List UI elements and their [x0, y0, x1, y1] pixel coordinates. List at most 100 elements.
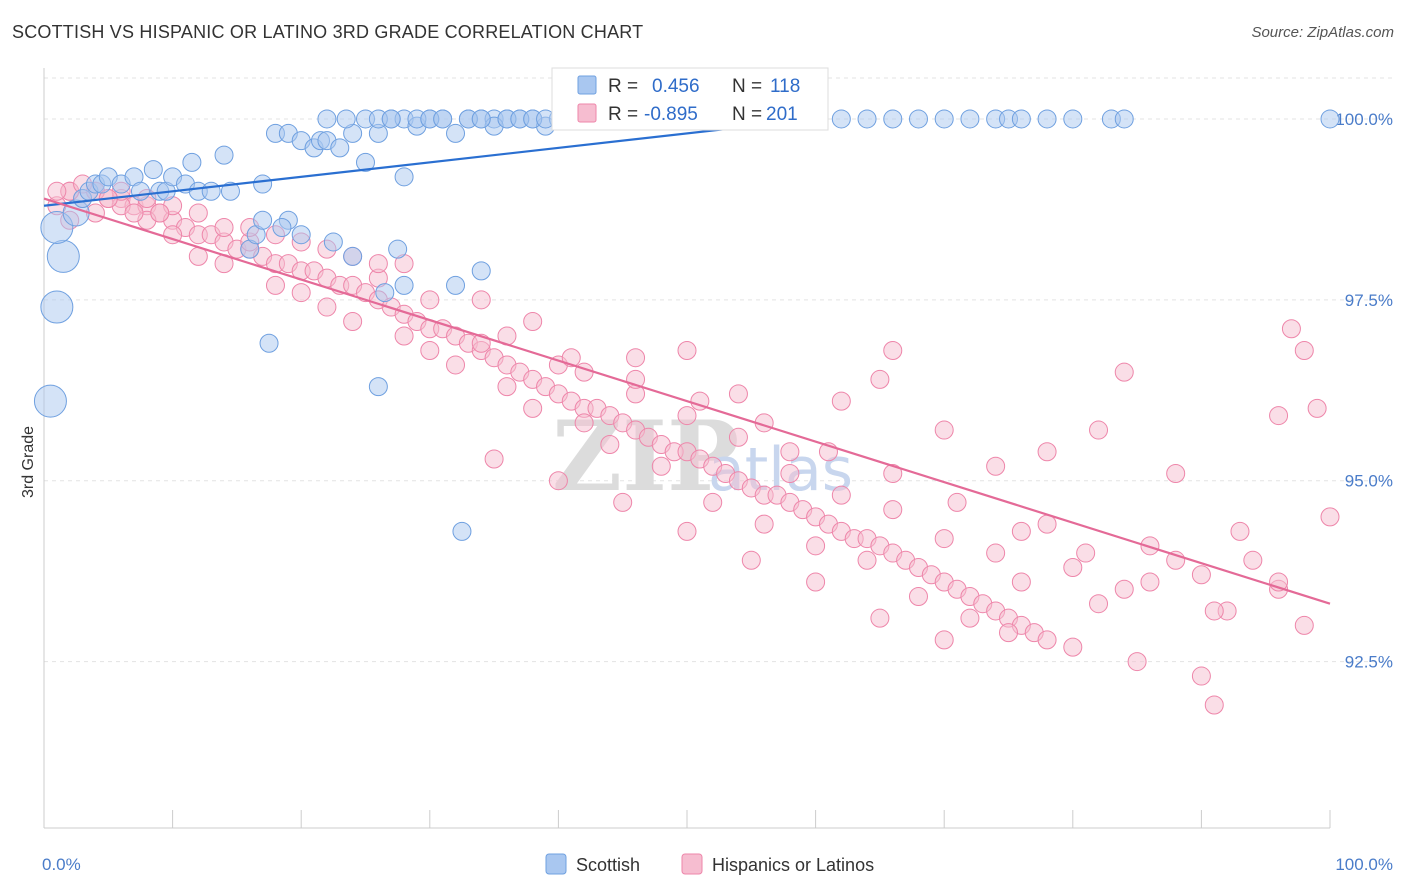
data-point — [368, 377, 388, 397]
data-point — [831, 391, 851, 411]
legend-r-value-scottish: 0.456 — [652, 76, 700, 97]
data-point — [986, 543, 1006, 563]
data-point — [908, 109, 928, 129]
data-point — [831, 109, 851, 129]
data-point — [291, 225, 311, 245]
legend-n-value-hispanic: 201 — [766, 104, 798, 125]
data-point — [394, 275, 414, 295]
data-point — [883, 109, 903, 129]
data-point — [1063, 637, 1083, 657]
data-point — [1191, 666, 1211, 686]
data-point — [1307, 398, 1327, 418]
data-point — [870, 608, 890, 628]
data-point — [677, 340, 697, 360]
data-point — [188, 203, 208, 223]
y-tick-label: 100.0% — [1335, 110, 1393, 129]
data-point — [703, 492, 723, 512]
data-point — [336, 109, 356, 129]
data-point — [471, 261, 491, 281]
data-point — [323, 232, 343, 252]
data-point — [1294, 340, 1314, 360]
data-point — [651, 456, 671, 476]
data-point — [613, 492, 633, 512]
bottom-legend-swatch-hispanic — [681, 853, 703, 875]
data-point — [1089, 594, 1109, 614]
data-point — [420, 290, 440, 310]
data-point — [1230, 521, 1250, 541]
data-point — [1269, 406, 1289, 426]
data-point — [1037, 109, 1057, 129]
data-point — [934, 630, 954, 650]
data-point — [1281, 319, 1301, 339]
data-point — [446, 275, 466, 295]
data-point — [934, 109, 954, 129]
data-point — [330, 138, 350, 158]
data-point — [934, 529, 954, 549]
data-point — [388, 239, 408, 259]
data-point — [33, 384, 67, 418]
data-point — [214, 217, 234, 237]
data-point — [523, 312, 543, 332]
data-point — [728, 427, 748, 447]
y-tick-label: 97.5% — [1345, 291, 1393, 310]
data-point — [600, 435, 620, 455]
data-point — [220, 181, 240, 201]
data-point — [343, 312, 363, 332]
data-point — [484, 449, 504, 469]
data-point — [394, 167, 414, 187]
data-point — [574, 413, 594, 433]
data-point — [375, 283, 395, 303]
data-point — [908, 586, 928, 606]
data-point — [40, 290, 74, 324]
data-point — [446, 355, 466, 375]
data-point — [947, 492, 967, 512]
data-point — [381, 109, 401, 129]
legend-r-label-hispanic: R = — [608, 104, 638, 125]
data-point — [1076, 543, 1096, 563]
data-point — [433, 109, 453, 129]
data-point — [272, 217, 292, 237]
data-point — [291, 283, 311, 303]
data-point — [214, 145, 234, 165]
data-point — [420, 340, 440, 360]
legend-swatch-scottish — [577, 75, 597, 95]
data-point — [265, 275, 285, 295]
data-point — [1011, 521, 1031, 541]
data-point — [1063, 109, 1083, 129]
data-point — [446, 123, 466, 143]
legend-n-label-scottish: N = — [732, 76, 762, 97]
bottom-legend-swatch-scottish — [545, 853, 567, 875]
data-point — [163, 225, 183, 245]
data-point — [317, 297, 337, 317]
data-point — [253, 210, 273, 230]
data-point — [1204, 695, 1224, 715]
data-point — [523, 398, 543, 418]
data-point — [1063, 558, 1083, 578]
data-point — [1089, 420, 1109, 440]
y-tick-label: 95.0% — [1345, 472, 1393, 491]
data-point — [806, 572, 826, 592]
data-point — [182, 152, 202, 172]
x-tick-label: 100.0% — [1335, 855, 1393, 874]
data-point — [1140, 536, 1160, 556]
data-point — [883, 500, 903, 520]
data-point — [1114, 579, 1134, 599]
data-point — [548, 471, 568, 491]
data-point — [1037, 630, 1057, 650]
data-point — [870, 369, 890, 389]
legend-r-value-hispanic: -0.895 — [644, 104, 698, 125]
trend-line-scottish — [43, 117, 816, 207]
bottom-legend: Scottish Hispanics or Latinos — [545, 853, 874, 875]
data-point — [1320, 507, 1340, 527]
data-point — [1166, 463, 1186, 483]
data-point — [780, 442, 800, 462]
data-point — [130, 181, 150, 201]
trend-line-hispanic — [43, 197, 1331, 605]
data-point — [1037, 442, 1057, 462]
legend-box — [551, 67, 829, 131]
y-axis-label: 3rd Grade — [20, 426, 37, 498]
data-point — [1140, 572, 1160, 592]
data-point — [626, 348, 646, 368]
chart-title: SCOTTISH VS HISPANIC OR LATINO 3RD GRADE… — [12, 22, 644, 42]
data-point — [253, 174, 273, 194]
